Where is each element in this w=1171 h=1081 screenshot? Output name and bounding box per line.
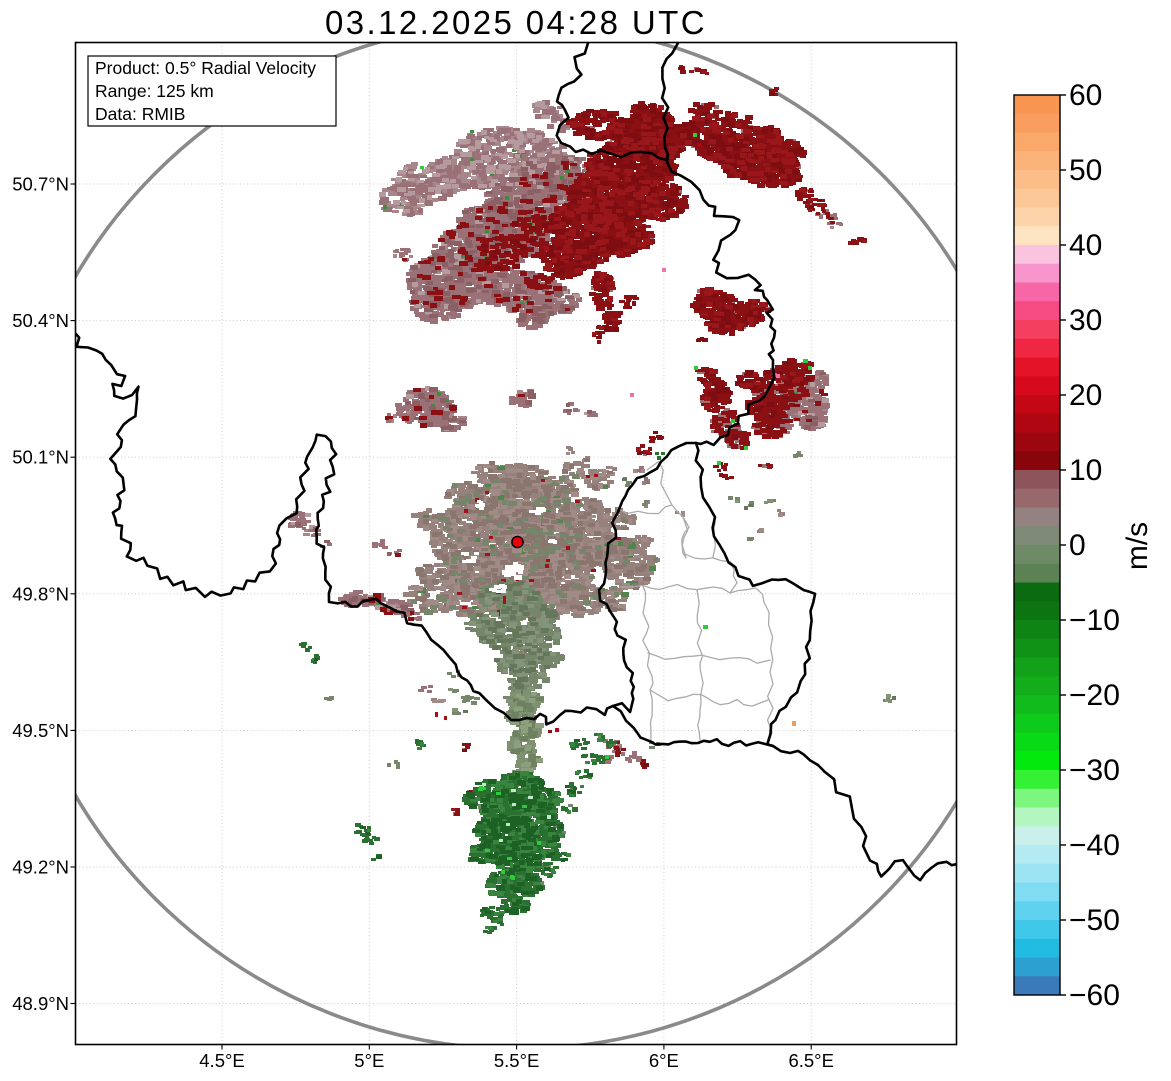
- svg-text:−30: −30: [1069, 754, 1120, 787]
- svg-text:10: 10: [1069, 454, 1102, 487]
- svg-text:40: 40: [1069, 229, 1102, 262]
- svg-text:6.5°E: 6.5°E: [788, 1050, 833, 1071]
- svg-text:−20: −20: [1069, 679, 1120, 712]
- svg-text:6°E: 6°E: [649, 1050, 679, 1071]
- svg-text:50.7°N: 50.7°N: [12, 174, 69, 195]
- svg-text:48.9°N: 48.9°N: [12, 993, 69, 1014]
- svg-text:m/s: m/s: [1121, 522, 1154, 570]
- svg-text:50.1°N: 50.1°N: [12, 447, 69, 468]
- svg-text:30: 30: [1069, 304, 1102, 337]
- svg-text:60: 60: [1069, 79, 1102, 112]
- svg-text:−50: −50: [1069, 904, 1120, 937]
- svg-text:49.2°N: 49.2°N: [12, 857, 69, 878]
- svg-text:−10: −10: [1069, 604, 1120, 637]
- svg-text:4.5°E: 4.5°E: [199, 1050, 244, 1071]
- svg-text:50.4°N: 50.4°N: [12, 310, 69, 331]
- svg-text:−40: −40: [1069, 829, 1120, 862]
- svg-text:−60: −60: [1069, 979, 1120, 1012]
- svg-text:Range: 125 km: Range: 125 km: [95, 81, 214, 101]
- svg-text:20: 20: [1069, 379, 1102, 412]
- svg-text:50: 50: [1069, 154, 1102, 187]
- svg-text:5.5°E: 5.5°E: [494, 1050, 539, 1071]
- svg-text:Product: 0.5° Radial Velocity: Product: 0.5° Radial Velocity: [95, 58, 316, 78]
- svg-text:Data: RMIB: Data: RMIB: [95, 104, 185, 124]
- svg-text:5°E: 5°E: [354, 1050, 384, 1071]
- svg-text:03.12.2025 04:28 UTC: 03.12.2025 04:28 UTC: [325, 4, 707, 41]
- svg-text:49.5°N: 49.5°N: [12, 720, 69, 741]
- svg-text:49.8°N: 49.8°N: [12, 583, 69, 604]
- svg-text:0: 0: [1069, 529, 1086, 562]
